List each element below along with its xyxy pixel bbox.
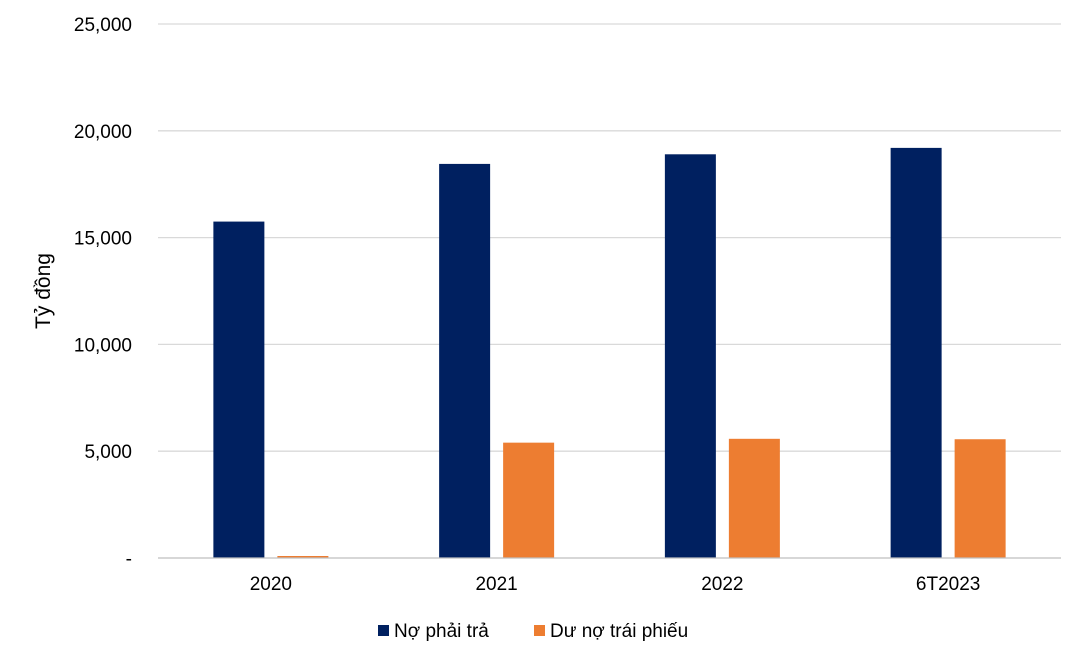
bar bbox=[664, 154, 716, 558]
y-tick-label: 25,000 bbox=[74, 15, 132, 36]
legend-label: Nợ phải trả bbox=[394, 621, 489, 642]
x-tick-label: 2021 bbox=[475, 574, 517, 595]
x-tick-label: 6T2023 bbox=[916, 574, 980, 595]
legend: Nợ phải trả Dư nợ trái phiếu bbox=[378, 621, 688, 642]
y-tick-label: 20,000 bbox=[74, 122, 132, 143]
y-axis-title: Tỷ đồng bbox=[32, 253, 55, 329]
bars bbox=[213, 147, 1006, 558]
x-axis-ticks: 2020 2021 2022 6T2023 bbox=[250, 574, 981, 595]
y-tick-label: 10,000 bbox=[74, 335, 132, 356]
bar bbox=[277, 556, 329, 558]
y-tick-label: 15,000 bbox=[74, 229, 132, 250]
bar bbox=[890, 147, 942, 558]
bar bbox=[213, 221, 265, 558]
y-tick-label: 5,000 bbox=[84, 442, 132, 463]
x-tick-label: 2020 bbox=[250, 574, 292, 595]
bar bbox=[728, 438, 780, 558]
legend-swatch bbox=[378, 625, 389, 636]
y-tick-label: - bbox=[126, 549, 132, 570]
bar bbox=[954, 439, 1006, 558]
legend-swatch bbox=[534, 625, 545, 636]
y-axis-ticks: - 5,000 10,000 15,000 20,000 25,000 bbox=[74, 15, 132, 570]
legend-label: Dư nợ trái phiếu bbox=[550, 621, 688, 642]
bar bbox=[439, 163, 491, 558]
x-tick-label: 2022 bbox=[701, 574, 743, 595]
bar bbox=[503, 442, 555, 558]
